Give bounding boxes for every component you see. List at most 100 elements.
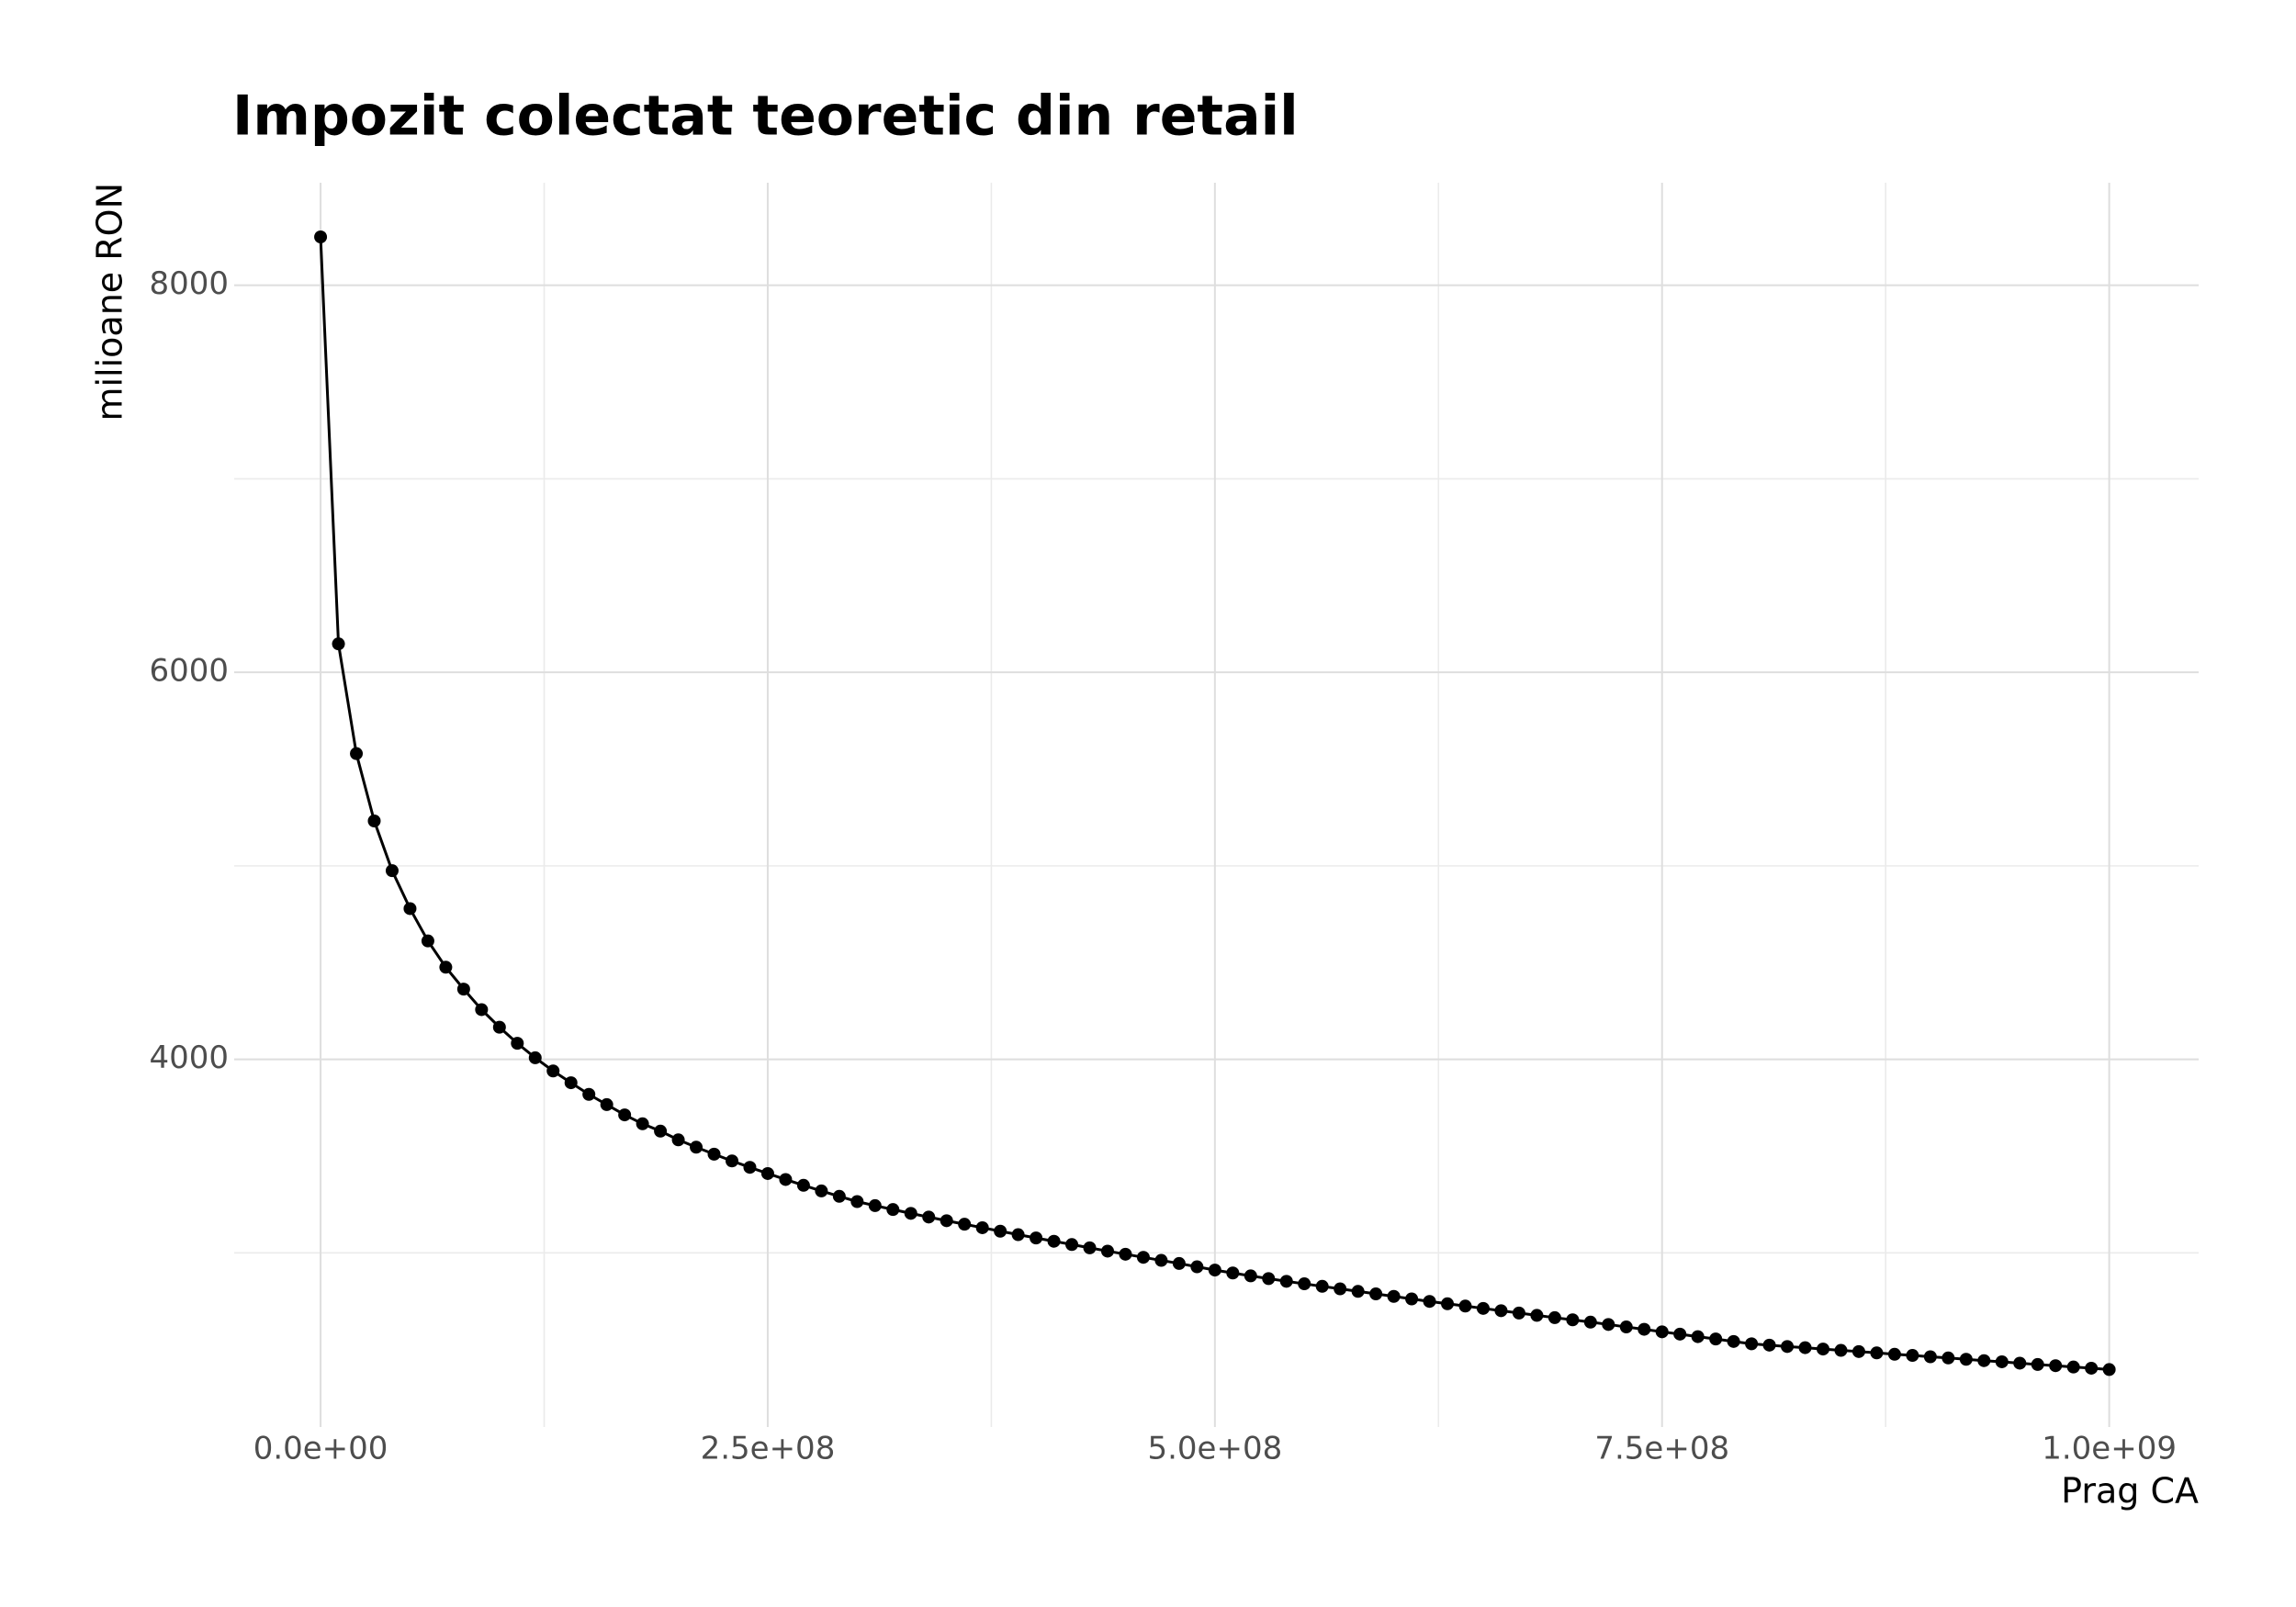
data-point [1762,1338,1776,1352]
x-tick-label: 0.0e+00 [253,1431,388,1467]
data-point [940,1214,953,1228]
data-point [403,902,417,916]
data-point [743,1161,757,1174]
data-point [850,1195,864,1208]
data-point [1226,1266,1240,1280]
data-point [975,1220,989,1234]
data-point [1798,1341,1812,1354]
data-point [1959,1353,1973,1366]
data-point [1727,1334,1740,1348]
data-point [1583,1315,1597,1329]
data-point [2031,1357,2044,1371]
data-point [1298,1277,1311,1291]
data-point [958,1218,972,1231]
data-point [815,1184,828,1197]
data-point [1136,1251,1150,1264]
data-point [1262,1272,1276,1286]
data-point [1100,1244,1114,1258]
data-point [332,637,345,651]
data-point [1995,1354,2009,1368]
data-point [1172,1256,1186,1270]
data-point [1923,1350,1937,1364]
data-point [421,934,434,948]
data-point [1548,1310,1561,1324]
data-point [1941,1351,1955,1365]
data-point [456,983,470,996]
data-point [868,1198,882,1212]
data-point [1512,1306,1525,1320]
data-point [2013,1356,2027,1370]
data-point [922,1210,936,1224]
data-point [832,1189,846,1203]
data-point [1441,1297,1455,1310]
data-point [1030,1231,1043,1245]
data-point [1476,1301,1490,1315]
x-tick-label: 2.5e+08 [701,1431,836,1467]
data-point [671,1133,685,1147]
data-point [994,1224,1007,1238]
data-point [1655,1325,1669,1339]
data-point [1709,1332,1723,1346]
data-point [1494,1304,1508,1318]
data-point [1673,1327,1687,1341]
data-point [1745,1337,1759,1351]
data-point [1834,1343,1848,1357]
data-point [546,1064,560,1078]
data-point [1315,1279,1329,1293]
data-point [1351,1285,1365,1298]
data-point [886,1203,900,1217]
data-point [564,1076,578,1090]
data-point [1691,1330,1705,1343]
data-point [618,1108,632,1122]
data-point [600,1097,613,1111]
data-point [1887,1347,1901,1361]
x-axis-title: Prag CA [2061,1471,2199,1511]
data-point [350,747,364,760]
data-point [1405,1292,1419,1306]
data-point [654,1124,668,1138]
data-point [2102,1363,2116,1377]
data-point [1977,1354,1991,1367]
data-point [385,864,399,878]
data-point [726,1154,739,1168]
data-point [367,814,381,827]
x-tick-label: 1.0e+09 [2042,1431,2177,1467]
x-tick-label: 7.5e+08 [1594,1431,1729,1467]
chart-title: Impozit colectat teoretic din retail [232,84,1299,149]
data-point [796,1178,810,1192]
data-point [1851,1344,1865,1358]
data-point [636,1117,649,1130]
data-point [2049,1359,2063,1373]
data-point [1870,1346,1884,1360]
data-point [1334,1282,1347,1296]
data-point [1369,1287,1383,1301]
y-axis-title: milioane RON [90,183,130,421]
data-point [2066,1360,2080,1374]
data-point [1083,1241,1097,1254]
data-point [2085,1361,2099,1375]
data-point [779,1173,793,1186]
data-point [528,1051,542,1064]
data-point [1154,1253,1168,1267]
data-point [1279,1275,1293,1288]
data-point [1530,1309,1544,1322]
data-point [707,1147,721,1161]
data-point [1619,1320,1633,1334]
data-point [1244,1269,1257,1283]
data-point [1047,1234,1061,1248]
data-point [439,961,453,974]
x-tick-label: 5.0e+08 [1147,1431,1282,1467]
data-point [1011,1228,1025,1242]
data-point [1387,1289,1401,1303]
data-point [1119,1247,1132,1261]
data-point [690,1141,703,1154]
data-point [1190,1260,1204,1274]
data-point [1423,1295,1436,1309]
data-point [1781,1340,1795,1354]
data-point [760,1166,774,1180]
data-point [1065,1238,1079,1252]
data-point [1906,1349,1919,1363]
data-point [904,1207,917,1220]
data-point [511,1037,524,1051]
